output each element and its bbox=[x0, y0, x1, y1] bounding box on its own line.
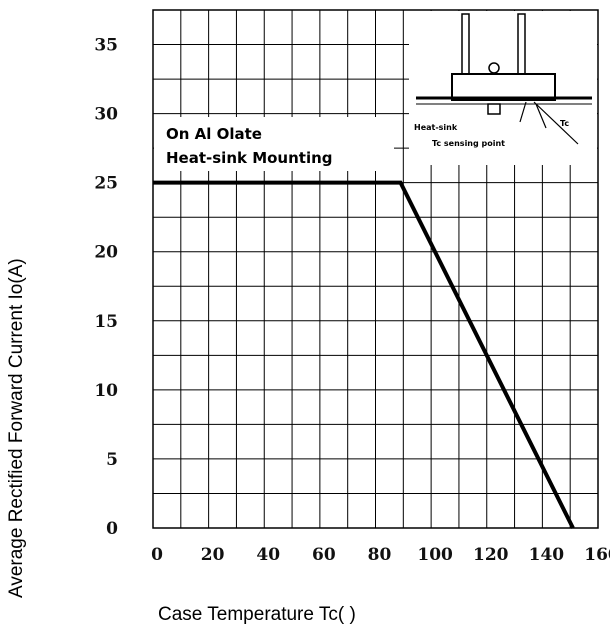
inset-label-sensing: Tc sensing point bbox=[432, 139, 505, 148]
y-tick-labels: 0 5 10 15 20 25 30 35 bbox=[94, 36, 118, 539]
x-tick-label: 120 bbox=[473, 545, 509, 565]
x-tick-label: 140 bbox=[529, 545, 565, 565]
y-tick-label: 5 bbox=[106, 450, 118, 470]
y-tick-label: 10 bbox=[94, 381, 118, 401]
data-lines bbox=[153, 180, 575, 529]
x-tick-label: 100 bbox=[417, 545, 453, 565]
x-axis-title: Case Temperature Tc( ) bbox=[158, 604, 356, 625]
x-tick-label: 20 bbox=[201, 545, 225, 565]
x-tick-label: 160 bbox=[584, 545, 610, 565]
plot-frame bbox=[152, 9, 599, 529]
annotation-line-1: On Al Olate bbox=[166, 125, 262, 143]
mounting-diagram: Heat-sink Tc Tc sensing point bbox=[409, 11, 597, 165]
y-tick-label: 20 bbox=[94, 243, 118, 263]
y-tick-label: 30 bbox=[94, 105, 118, 125]
annotation-line-2: Heat-sink Mounting bbox=[166, 149, 333, 167]
y-tick-label: 35 bbox=[94, 36, 118, 56]
inset-label-tc: Tc bbox=[560, 119, 569, 128]
derating-line bbox=[153, 180, 575, 529]
x-tick-label: 0 bbox=[151, 545, 163, 565]
x-tick-label: 60 bbox=[312, 545, 336, 565]
x-tick-labels: 0 20 40 60 80 100 120 140 160 bbox=[151, 545, 610, 565]
y-tick-label: 25 bbox=[94, 174, 118, 194]
x-tick-label: 80 bbox=[368, 545, 392, 565]
annotation-box bbox=[154, 117, 394, 171]
y-tick-label: 0 bbox=[106, 519, 118, 539]
inset-label-heatsink: Heat-sink bbox=[414, 123, 458, 132]
y-axis-title: Average Rectified Forward Current Io(A) bbox=[6, 258, 27, 598]
x-tick-label: 40 bbox=[256, 545, 280, 565]
y-tick-label: 15 bbox=[94, 312, 118, 332]
